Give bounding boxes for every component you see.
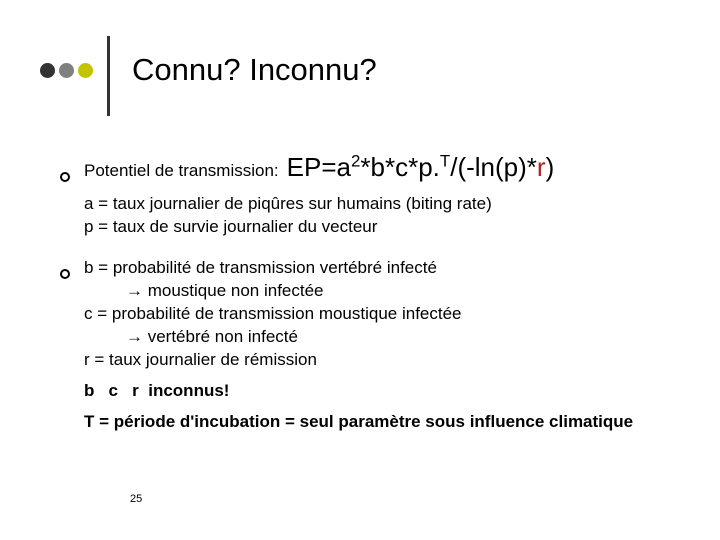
formula-p1: EP=a: [287, 152, 351, 182]
def-r: r = taux journalier de rémission: [84, 349, 680, 372]
bullet-1-content: Potentiel de transmission: EP=a2*b*c*p.T…: [84, 150, 680, 239]
def-a: a = taux journalier de piqûres sur humai…: [84, 193, 680, 216]
unknowns-line: b c r inconnus!: [84, 380, 680, 403]
bullet-1-icon: [60, 172, 70, 182]
formula-p4: ): [546, 152, 555, 182]
dot-2: [59, 63, 74, 78]
page-number: 25: [130, 493, 142, 505]
formula-p2: *b*c*p.: [360, 152, 440, 182]
def-b1: b = probabilité de transmission vertébré…: [84, 257, 680, 280]
slide-title: Connu? Inconnu?: [132, 52, 377, 88]
title-dots: [40, 63, 93, 78]
t-line: T = période d'incubation = seul paramètr…: [84, 411, 680, 434]
formula-line: Potentiel de transmission: EP=a2*b*c*p.T…: [84, 150, 680, 185]
dot-3: [78, 63, 93, 78]
formula-sup2: T: [440, 151, 450, 170]
title-rule: [107, 36, 110, 116]
formula-r: r: [537, 152, 546, 182]
def-b2: → moustique non infectée: [84, 280, 680, 303]
dot-1: [40, 63, 55, 78]
slide: Connu? Inconnu? Potentiel de transmissio…: [0, 0, 720, 540]
def-c2: → vertébré non infecté: [84, 326, 680, 349]
slide-body: Potentiel de transmission: EP=a2*b*c*p.T…: [40, 150, 680, 434]
def-p: p = taux de survie journalier du vecteur: [84, 216, 680, 239]
bullet-item-1: Potentiel de transmission: EP=a2*b*c*p.T…: [60, 150, 680, 239]
formula: EP=a2*b*c*p.T/(-ln(p)*r): [287, 150, 555, 185]
bullet-2-icon: [60, 269, 70, 279]
def-c1: c = probabilité de transmission moustiqu…: [84, 303, 680, 326]
formula-sup1: 2: [351, 151, 360, 170]
defs-block-1: a = taux journalier de piqûres sur humai…: [84, 193, 680, 239]
bullet-item-2: b = probabilité de transmission vertébré…: [60, 257, 680, 434]
title-row: Connu? Inconnu?: [40, 30, 680, 110]
lead-text: Potentiel de transmission:: [84, 160, 279, 183]
bullet-2-content: b = probabilité de transmission vertébré…: [84, 257, 680, 434]
formula-p3: /(-ln(p)*: [450, 152, 537, 182]
